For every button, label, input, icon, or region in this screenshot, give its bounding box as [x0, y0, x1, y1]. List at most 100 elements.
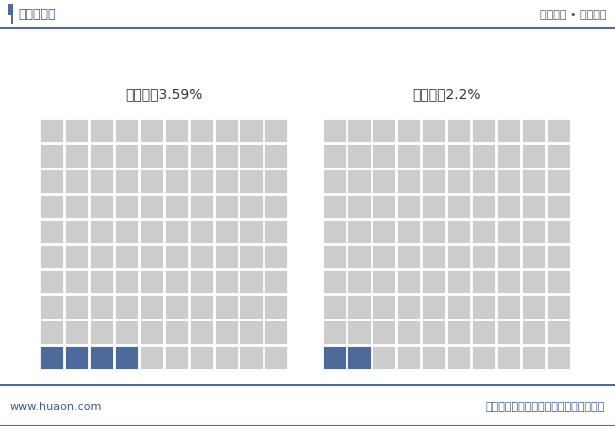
Bar	[497, 120, 520, 143]
Bar	[189, 120, 213, 143]
Bar	[447, 271, 470, 294]
Bar	[322, 145, 346, 168]
Bar	[322, 321, 346, 344]
Bar	[90, 346, 113, 369]
Bar	[40, 296, 63, 319]
Bar	[140, 245, 163, 269]
Bar	[397, 145, 421, 168]
Bar	[497, 346, 520, 369]
Bar	[65, 296, 88, 319]
Bar	[65, 346, 88, 369]
Bar	[522, 170, 545, 193]
Bar	[264, 346, 287, 369]
Bar	[239, 321, 263, 344]
Bar	[522, 271, 545, 294]
Bar	[347, 170, 370, 193]
Bar	[165, 195, 188, 219]
Bar	[65, 245, 88, 269]
Bar	[547, 145, 570, 168]
Bar	[165, 346, 188, 369]
Bar	[239, 271, 263, 294]
Bar	[372, 245, 395, 269]
Text: 体育彩票2.2%: 体育彩票2.2%	[412, 87, 480, 101]
Bar	[115, 220, 138, 244]
Bar	[397, 245, 421, 269]
Bar	[547, 321, 570, 344]
Bar	[65, 170, 88, 193]
Bar	[447, 145, 470, 168]
Bar	[322, 170, 346, 193]
Bar	[497, 195, 520, 219]
Bar	[372, 321, 395, 344]
Bar	[215, 195, 237, 219]
Bar	[140, 195, 163, 219]
Bar	[447, 321, 470, 344]
Bar	[115, 170, 138, 193]
Bar	[140, 346, 163, 369]
Bar	[372, 195, 395, 219]
Bar	[347, 220, 370, 244]
Text: 数据来源：财政部，华经产业研究院整理: 数据来源：财政部，华经产业研究院整理	[486, 401, 605, 411]
Bar	[65, 195, 88, 219]
Bar	[347, 346, 370, 369]
Bar	[347, 120, 370, 143]
Bar	[189, 145, 213, 168]
Bar	[165, 145, 188, 168]
Bar	[472, 321, 495, 344]
Bar	[547, 170, 570, 193]
Bar	[40, 145, 63, 168]
Bar	[239, 145, 263, 168]
Bar	[239, 120, 263, 143]
Bar	[140, 271, 163, 294]
Bar	[472, 346, 495, 369]
Bar	[264, 145, 287, 168]
Bar	[322, 195, 346, 219]
Bar	[472, 271, 495, 294]
Bar	[115, 245, 138, 269]
Bar	[90, 145, 113, 168]
Bar	[472, 120, 495, 143]
Bar	[40, 195, 63, 219]
Bar	[447, 245, 470, 269]
Bar	[239, 245, 263, 269]
Bar	[522, 296, 545, 319]
Bar	[40, 220, 63, 244]
Text: www.huaon.com: www.huaon.com	[10, 401, 102, 411]
Bar	[215, 346, 237, 369]
Bar	[322, 271, 346, 294]
Bar	[65, 120, 88, 143]
Bar	[372, 220, 395, 244]
Bar	[165, 120, 188, 143]
Bar	[497, 170, 520, 193]
Bar	[65, 220, 88, 244]
Bar	[472, 145, 495, 168]
Bar	[215, 120, 237, 143]
Bar	[40, 120, 63, 143]
Bar	[522, 321, 545, 344]
Bar	[189, 321, 213, 344]
Bar	[65, 271, 88, 294]
Bar	[522, 245, 545, 269]
Bar	[140, 120, 163, 143]
Bar	[215, 145, 237, 168]
Bar	[140, 296, 163, 319]
Bar	[239, 346, 263, 369]
Bar	[140, 170, 163, 193]
Bar	[165, 296, 188, 319]
Bar	[347, 321, 370, 344]
Bar	[447, 346, 470, 369]
Bar	[40, 321, 63, 344]
Bar	[423, 220, 445, 244]
Bar	[322, 220, 346, 244]
Bar	[447, 220, 470, 244]
Bar	[115, 271, 138, 294]
Text: 2024年1-10月辽宁福彩及体彩销售额占全国比重: 2024年1-10月辽宁福彩及体彩销售额占全国比重	[169, 38, 446, 56]
Bar	[115, 195, 138, 219]
Bar	[447, 170, 470, 193]
Bar	[90, 195, 113, 219]
Bar	[497, 145, 520, 168]
Bar	[347, 245, 370, 269]
Bar	[547, 195, 570, 219]
Bar	[372, 271, 395, 294]
Bar	[547, 346, 570, 369]
